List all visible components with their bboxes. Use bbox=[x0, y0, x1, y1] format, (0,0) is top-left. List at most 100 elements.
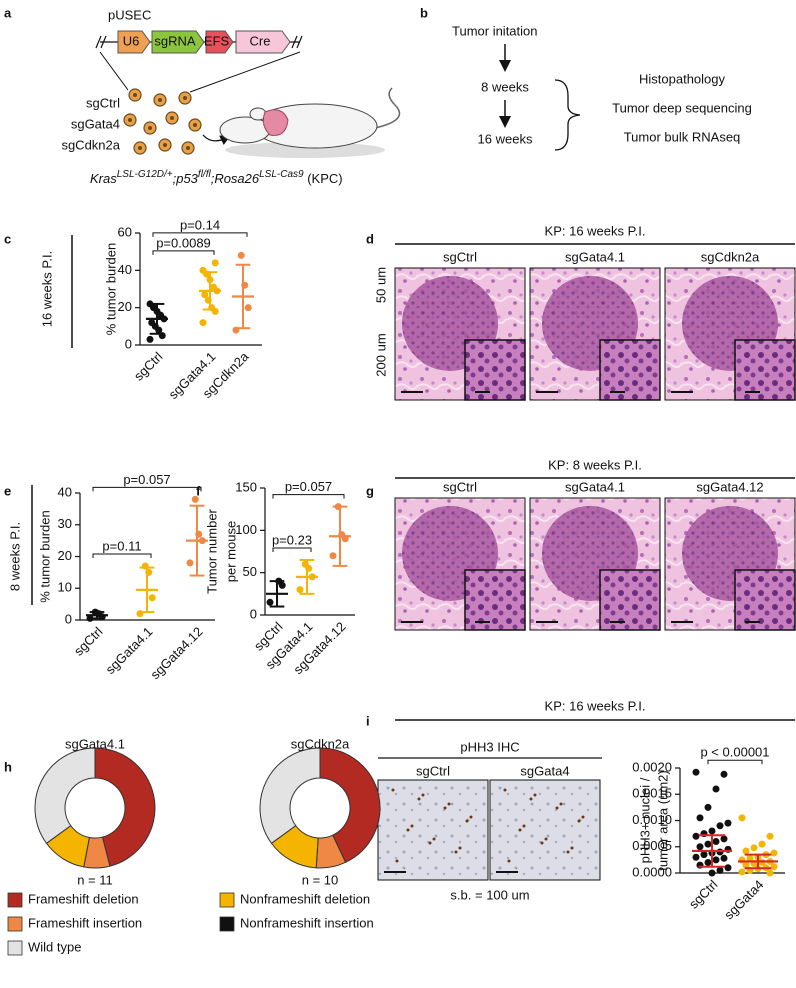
data-point bbox=[742, 847, 750, 855]
data-point bbox=[237, 251, 245, 259]
donut-segment bbox=[94, 747, 156, 867]
data-point bbox=[766, 869, 774, 877]
data-point bbox=[742, 861, 750, 869]
inset bbox=[464, 339, 526, 401]
positive-nucleus bbox=[469, 815, 473, 819]
data-point bbox=[692, 853, 700, 861]
ihc-image bbox=[377, 779, 489, 881]
lead-line bbox=[99, 51, 129, 91]
virus-core bbox=[148, 126, 152, 130]
gene: ;p53 bbox=[173, 171, 199, 186]
significance-bracket bbox=[707, 759, 763, 765]
virus-core bbox=[163, 143, 167, 147]
gene: Kras bbox=[90, 171, 117, 186]
x-tick-label: sgGata4.12 bbox=[147, 624, 205, 682]
data-point bbox=[724, 819, 732, 827]
data-point bbox=[199, 319, 207, 327]
y-tick-label: 150 bbox=[235, 479, 257, 494]
donut-n: n = 10 bbox=[302, 872, 339, 887]
flow-start: Tumor initation bbox=[452, 23, 538, 38]
positive-nucleus bbox=[518, 828, 522, 832]
data-point bbox=[712, 785, 720, 793]
y-tick-label: 0.0000 bbox=[632, 864, 672, 879]
significance-bracket bbox=[92, 553, 152, 559]
column-label: sgCtrl bbox=[443, 249, 477, 264]
ihc-image bbox=[489, 779, 601, 881]
significance-bracket bbox=[272, 494, 345, 499]
x-tick-label: sgCtrl bbox=[71, 624, 106, 659]
inset bbox=[599, 339, 661, 401]
data-point bbox=[750, 844, 758, 852]
y-tick-label: 0.0015 bbox=[632, 786, 672, 801]
virus-core bbox=[186, 146, 190, 150]
positive-nucleus bbox=[522, 824, 526, 828]
p-value: p=0.0089 bbox=[156, 235, 211, 250]
guide-label: sgCdkn2a bbox=[61, 137, 120, 152]
vector-element-label: U6 bbox=[123, 33, 140, 48]
guide-label: sgCtrl bbox=[86, 95, 120, 110]
significance-bracket bbox=[152, 250, 215, 255]
data-point bbox=[712, 856, 720, 864]
side-label: 16 weeks P.I. bbox=[39, 251, 54, 327]
positive-nucleus bbox=[559, 802, 563, 806]
scale-note: s.b. = 100 um bbox=[450, 887, 529, 902]
virus-core bbox=[133, 93, 137, 97]
panel-letter: b bbox=[420, 5, 428, 20]
vector-element-label: Cre bbox=[250, 33, 271, 48]
data-point bbox=[724, 864, 732, 872]
donut-title: sgCdkn2a bbox=[291, 736, 350, 751]
inset bbox=[599, 569, 661, 631]
panel-letter: h bbox=[4, 759, 12, 774]
positive-nucleus bbox=[544, 837, 548, 841]
scale-label: 200 um bbox=[373, 333, 388, 376]
virus-core bbox=[170, 116, 174, 120]
data-point bbox=[296, 586, 304, 594]
virus-core bbox=[128, 118, 132, 122]
scale-label: 50 um bbox=[373, 267, 388, 303]
column-label: sgCtrl bbox=[416, 763, 450, 778]
inset bbox=[734, 339, 796, 401]
positive-nucleus bbox=[503, 788, 507, 792]
positive-nucleus bbox=[443, 806, 447, 810]
data-point bbox=[770, 849, 778, 857]
positive-nucleus bbox=[428, 841, 432, 845]
data-point bbox=[708, 869, 716, 877]
y-tick-label: 20 bbox=[118, 299, 132, 314]
positive-nucleus bbox=[566, 850, 570, 854]
data-point bbox=[211, 259, 219, 267]
break-mark bbox=[291, 35, 298, 49]
mouse-head bbox=[219, 116, 271, 144]
timepoint: 8 weeks bbox=[481, 79, 529, 94]
virus-core bbox=[183, 96, 187, 100]
data-point bbox=[766, 832, 774, 840]
legend-label: Nonframeshift deletion bbox=[240, 891, 370, 906]
positive-nucleus bbox=[454, 850, 458, 854]
legend-swatch bbox=[219, 892, 235, 908]
allele: LSL-G12D/+ bbox=[117, 169, 173, 180]
y-axis-label: tumor area (um2) bbox=[655, 770, 670, 870]
y-axis-label: % tumor burden bbox=[37, 510, 52, 603]
mouse-tail bbox=[374, 87, 401, 129]
significance-bracket bbox=[272, 547, 312, 552]
x-tick-label: sgCtrl bbox=[131, 349, 166, 384]
positive-nucleus bbox=[417, 797, 421, 801]
vector-element bbox=[205, 30, 234, 54]
panel-letter: e bbox=[4, 483, 11, 498]
positive-nucleus bbox=[577, 819, 581, 823]
gene: ;Rosa26 bbox=[211, 171, 260, 186]
legend-swatch bbox=[7, 940, 23, 956]
donut-title: sgGata4.1 bbox=[65, 736, 125, 751]
data-point bbox=[210, 283, 217, 291]
allele: fl/fl bbox=[198, 169, 212, 180]
positive-nucleus bbox=[465, 819, 469, 823]
column-label: sgCtrl bbox=[443, 479, 477, 494]
virus-core bbox=[158, 98, 162, 102]
donut-n: n = 11 bbox=[77, 872, 113, 887]
analysis: Histopathology bbox=[639, 71, 725, 86]
column-label: sgGata4.1 bbox=[565, 249, 625, 264]
vector-element bbox=[117, 30, 151, 54]
panel-letter: g bbox=[366, 483, 374, 498]
data-point bbox=[692, 832, 700, 840]
data-point bbox=[708, 827, 716, 835]
